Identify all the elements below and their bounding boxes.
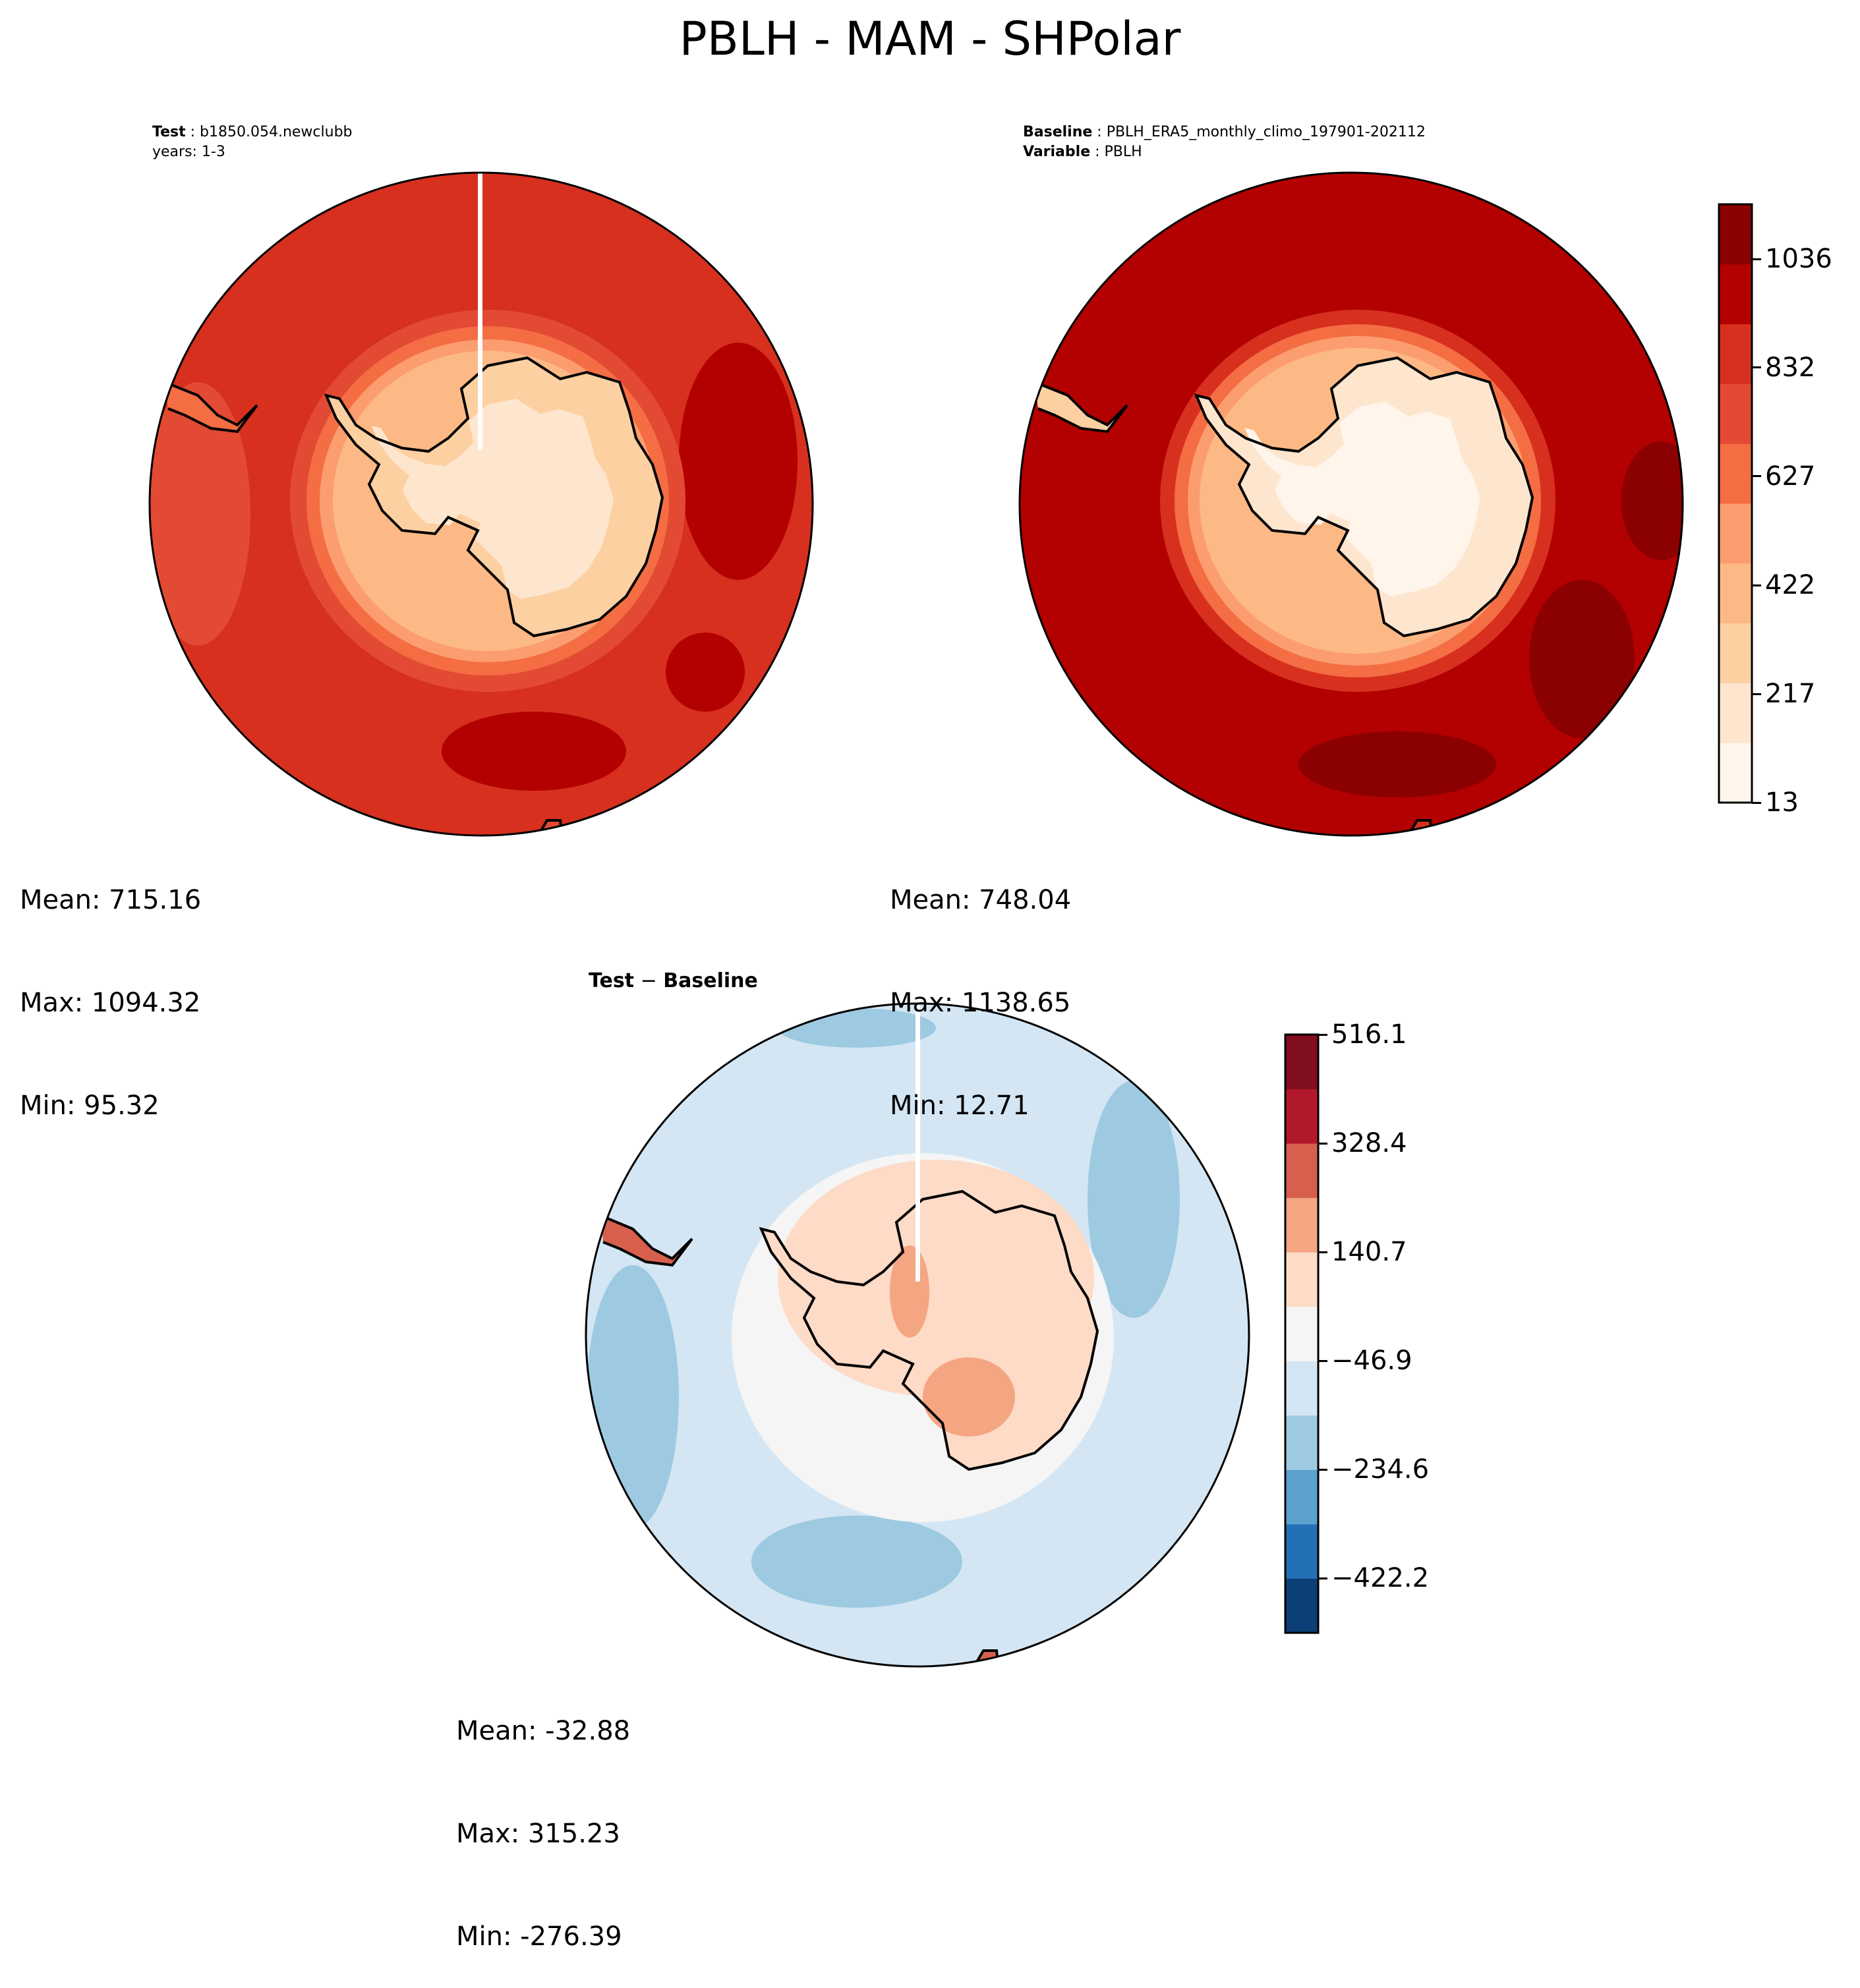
main-colorbar-tick [1752,475,1761,478]
test-min: Min: 95.32 [20,1091,160,1121]
diff-colorbar-segment [1285,1143,1318,1199]
test-panel-header: Test : b1850.054.newclubb years: 1-3 [152,123,353,162]
diff-colorbar-tick-label: 328.4 [1331,1128,1407,1159]
test-max: Max: 1094.32 [20,988,201,1018]
diff-field-patch [923,1357,1015,1436]
baseline-panel-header: Baseline : PBLH_ERA5_monthly_climo_19790… [1023,123,1426,162]
variable-label: Variable [1023,144,1091,160]
diff-panel-header: Test − Baseline [589,969,758,992]
variable-name: : PBLH [1090,144,1142,160]
baseline-field-patch [1529,580,1635,738]
diff-colorbar-segment [1285,1252,1318,1307]
main-colorbar-tick [1752,366,1761,369]
test-case-name: : b1850.054.newclubb [185,124,353,140]
diff-colorbar-segment [1285,1089,1318,1144]
main-colorbar-segment [1719,324,1752,384]
baseline-field-patch [1298,731,1496,797]
main-colorbar-tick-label: 422 [1765,570,1816,601]
main-colorbar-tick [1752,801,1761,804]
main-colorbar-tick [1752,258,1761,260]
main-colorbar-tick-label: 13 [1765,787,1799,818]
test-field-patch [666,633,745,712]
test-years: years: 1-3 [152,144,225,160]
main-colorbar-segment [1719,443,1752,504]
test-map [150,173,813,836]
diff-colorbar-tick [1318,1468,1327,1471]
diff-missing-meridian [915,1005,920,1282]
baseline-mean: Mean: 748.04 [890,885,1072,915]
baseline-map-boundary [1018,171,1684,837]
diff-field-patch [1088,1081,1180,1318]
diff-colorbar-tick-label: 140.7 [1331,1237,1407,1268]
main-colorbar-segment [1719,383,1752,444]
main-colorbar-segment [1719,503,1752,564]
baseline-peninsula-coast [1034,381,1128,434]
diff-colorbar-segment [1285,1469,1318,1525]
test-map-boundary [148,171,814,837]
diff-map-boundary [585,1002,1250,1668]
diff-field-patch [587,1265,679,1529]
main-colorbar-segment [1719,563,1752,624]
diff-min: Min: -276.39 [456,1921,622,1952]
diff-field-patch [751,1516,962,1608]
main-colorbar-segment [1719,264,1752,325]
map-figure [148,171,1753,1668]
main-colorbar-tick [1752,693,1761,695]
test-peninsula-coast [164,381,258,434]
figure-title: PBLH - MAM - SHPolar [679,12,1181,66]
main-colorbar-segment [1719,683,1752,743]
test-label: Test [152,124,186,140]
baseline-field-patch [1621,441,1683,560]
baseline-max: Max: 1138.65 [890,988,1071,1018]
test-stats: Mean: 715.16 Max: 1094.32 Min: 95.32 [20,814,201,1157]
main-colorbar-tick-label: 832 [1765,352,1816,383]
test-field-patch [679,343,798,580]
diff-colorbar-tick-label: 516.1 [1331,1019,1407,1050]
diff-colorbar-tick [1318,1577,1327,1579]
diff-colorbar-tick [1318,1033,1327,1036]
baseline-map [1020,173,1683,836]
diff-colorbar-tick-label: −422.2 [1331,1563,1430,1594]
diff-max: Max: 315.23 [456,1819,620,1849]
baseline-stats: Mean: 748.04 Max: 1138.65 Min: 12.71 [890,814,1071,1157]
diff-colorbar-tick [1318,1251,1327,1253]
diff-colorbar-segment [1285,1578,1318,1633]
diff-peninsula-coast [600,1214,693,1267]
diff-colorbar [1284,1033,1320,1634]
main-colorbar-segment [1719,623,1752,683]
diff-colorbar-segment [1285,1415,1318,1470]
diff-colorbar-tick [1318,1359,1327,1362]
main-colorbar-tick [1752,584,1761,586]
diff-colorbar-segment [1285,1523,1318,1579]
diff-colorbar-segment [1285,1361,1318,1416]
diff-colorbar-tick [1318,1142,1327,1145]
diff-colorbar-frame [1284,1033,1320,1634]
baseline-label: Baseline [1023,124,1093,140]
main-colorbar-segment [1719,204,1752,265]
main-colorbar [1718,203,1753,804]
main-colorbar-segment [1719,743,1752,803]
diff-stats: Mean: -32.88 Max: 315.23 Min: -276.39 [456,1645,630,1988]
main-colorbar-tick-label: 1036 [1765,244,1832,275]
main-colorbar-tick-label: 217 [1765,679,1816,710]
baseline-min: Min: 12.71 [890,1091,1030,1121]
test-field-patch [442,712,626,791]
diff-colorbar-tick-label: −234.6 [1331,1454,1430,1485]
diff-mean: Mean: -32.88 [456,1716,631,1746]
test-missing-meridian [478,173,482,449]
test-field-patch [150,382,250,646]
diff-colorbar-segment [1285,1197,1318,1253]
diff-colorbar-segment [1285,1035,1318,1090]
diff-colorbar-segment [1285,1306,1318,1361]
main-colorbar-frame [1718,203,1753,804]
test-mean: Mean: 715.16 [20,885,202,915]
diff-colorbar-tick-label: −46.9 [1331,1346,1412,1377]
main-colorbar-tick-label: 627 [1765,461,1816,492]
baseline-case-name: : PBLH_ERA5_monthly_climo_197901-202112 [1092,124,1426,140]
